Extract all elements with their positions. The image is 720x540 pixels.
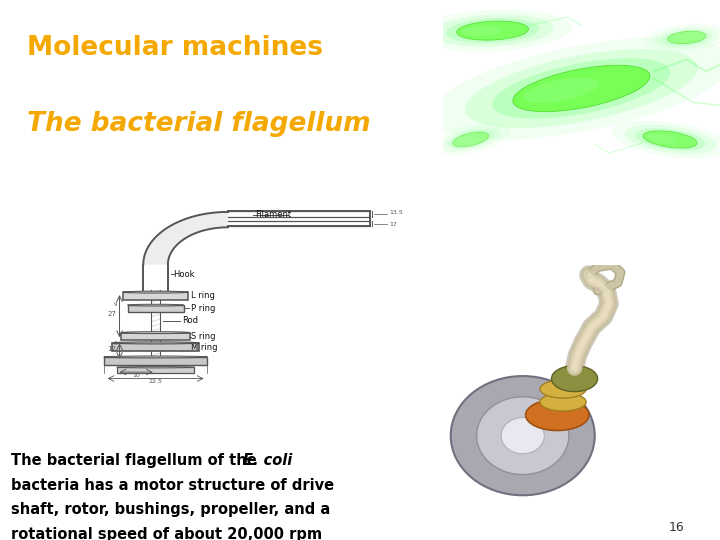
Ellipse shape — [123, 291, 188, 293]
Text: Rod: Rod — [182, 316, 198, 325]
Text: The bacterial flagellum: The bacterial flagellum — [27, 111, 370, 137]
Bar — [104, 357, 207, 364]
Ellipse shape — [670, 35, 691, 41]
Ellipse shape — [465, 49, 698, 128]
Text: S ring: S ring — [191, 333, 215, 341]
Text: Molecular machines: Molecular machines — [27, 35, 323, 60]
Bar — [121, 333, 190, 340]
Ellipse shape — [447, 130, 494, 149]
Ellipse shape — [127, 304, 184, 306]
Text: 10: 10 — [132, 373, 140, 377]
Ellipse shape — [492, 58, 670, 119]
Text: bacteria has a motor structure of drive: bacteria has a motor structure of drive — [11, 478, 334, 493]
Text: 22.5: 22.5 — [148, 379, 163, 384]
Text: 3: 3 — [114, 341, 117, 346]
Ellipse shape — [501, 417, 544, 454]
Ellipse shape — [477, 397, 569, 475]
Ellipse shape — [552, 366, 598, 392]
Text: E. coli: E. coli — [243, 453, 292, 468]
Ellipse shape — [117, 367, 194, 368]
Ellipse shape — [455, 136, 475, 144]
Text: 12: 12 — [107, 346, 116, 352]
Ellipse shape — [121, 332, 190, 334]
Ellipse shape — [662, 29, 711, 45]
Ellipse shape — [452, 132, 489, 147]
Bar — [112, 343, 199, 351]
Ellipse shape — [431, 37, 720, 139]
Ellipse shape — [451, 376, 595, 495]
Text: 16: 16 — [669, 521, 685, 535]
Text: L ring: L ring — [191, 291, 215, 300]
Text: 17: 17 — [390, 221, 397, 227]
Bar — [123, 292, 188, 300]
Ellipse shape — [540, 393, 586, 411]
Text: The bacterial flagellum of the: The bacterial flagellum of the — [11, 453, 261, 468]
Ellipse shape — [440, 127, 501, 152]
Ellipse shape — [414, 10, 572, 51]
Bar — [127, 305, 184, 312]
Text: 27: 27 — [107, 311, 116, 317]
Ellipse shape — [667, 31, 706, 44]
Text: M ring: M ring — [191, 343, 217, 352]
Ellipse shape — [654, 27, 719, 48]
Polygon shape — [143, 212, 228, 265]
Text: Hook: Hook — [174, 269, 195, 279]
Ellipse shape — [526, 400, 589, 430]
Ellipse shape — [643, 131, 697, 148]
Ellipse shape — [446, 18, 539, 43]
Text: P ring: P ring — [191, 304, 215, 313]
Ellipse shape — [104, 356, 207, 358]
Ellipse shape — [112, 342, 199, 344]
Text: shaft, rotor, bushings, propeller, and a: shaft, rotor, bushings, propeller, and a — [11, 502, 330, 517]
Ellipse shape — [462, 25, 502, 36]
Ellipse shape — [611, 120, 720, 158]
Text: 9: 9 — [114, 302, 117, 307]
Ellipse shape — [513, 65, 650, 112]
Ellipse shape — [647, 134, 677, 144]
Ellipse shape — [635, 129, 705, 151]
Ellipse shape — [431, 15, 554, 47]
Text: Filament: Filament — [256, 210, 292, 219]
Text: 13.5: 13.5 — [390, 210, 403, 215]
Ellipse shape — [540, 380, 586, 398]
Ellipse shape — [624, 125, 716, 154]
Ellipse shape — [456, 21, 528, 40]
Text: rotational speed of about 20,000 rpm: rotational speed of about 20,000 rpm — [11, 527, 322, 540]
Ellipse shape — [523, 78, 599, 103]
Bar — [117, 367, 194, 373]
